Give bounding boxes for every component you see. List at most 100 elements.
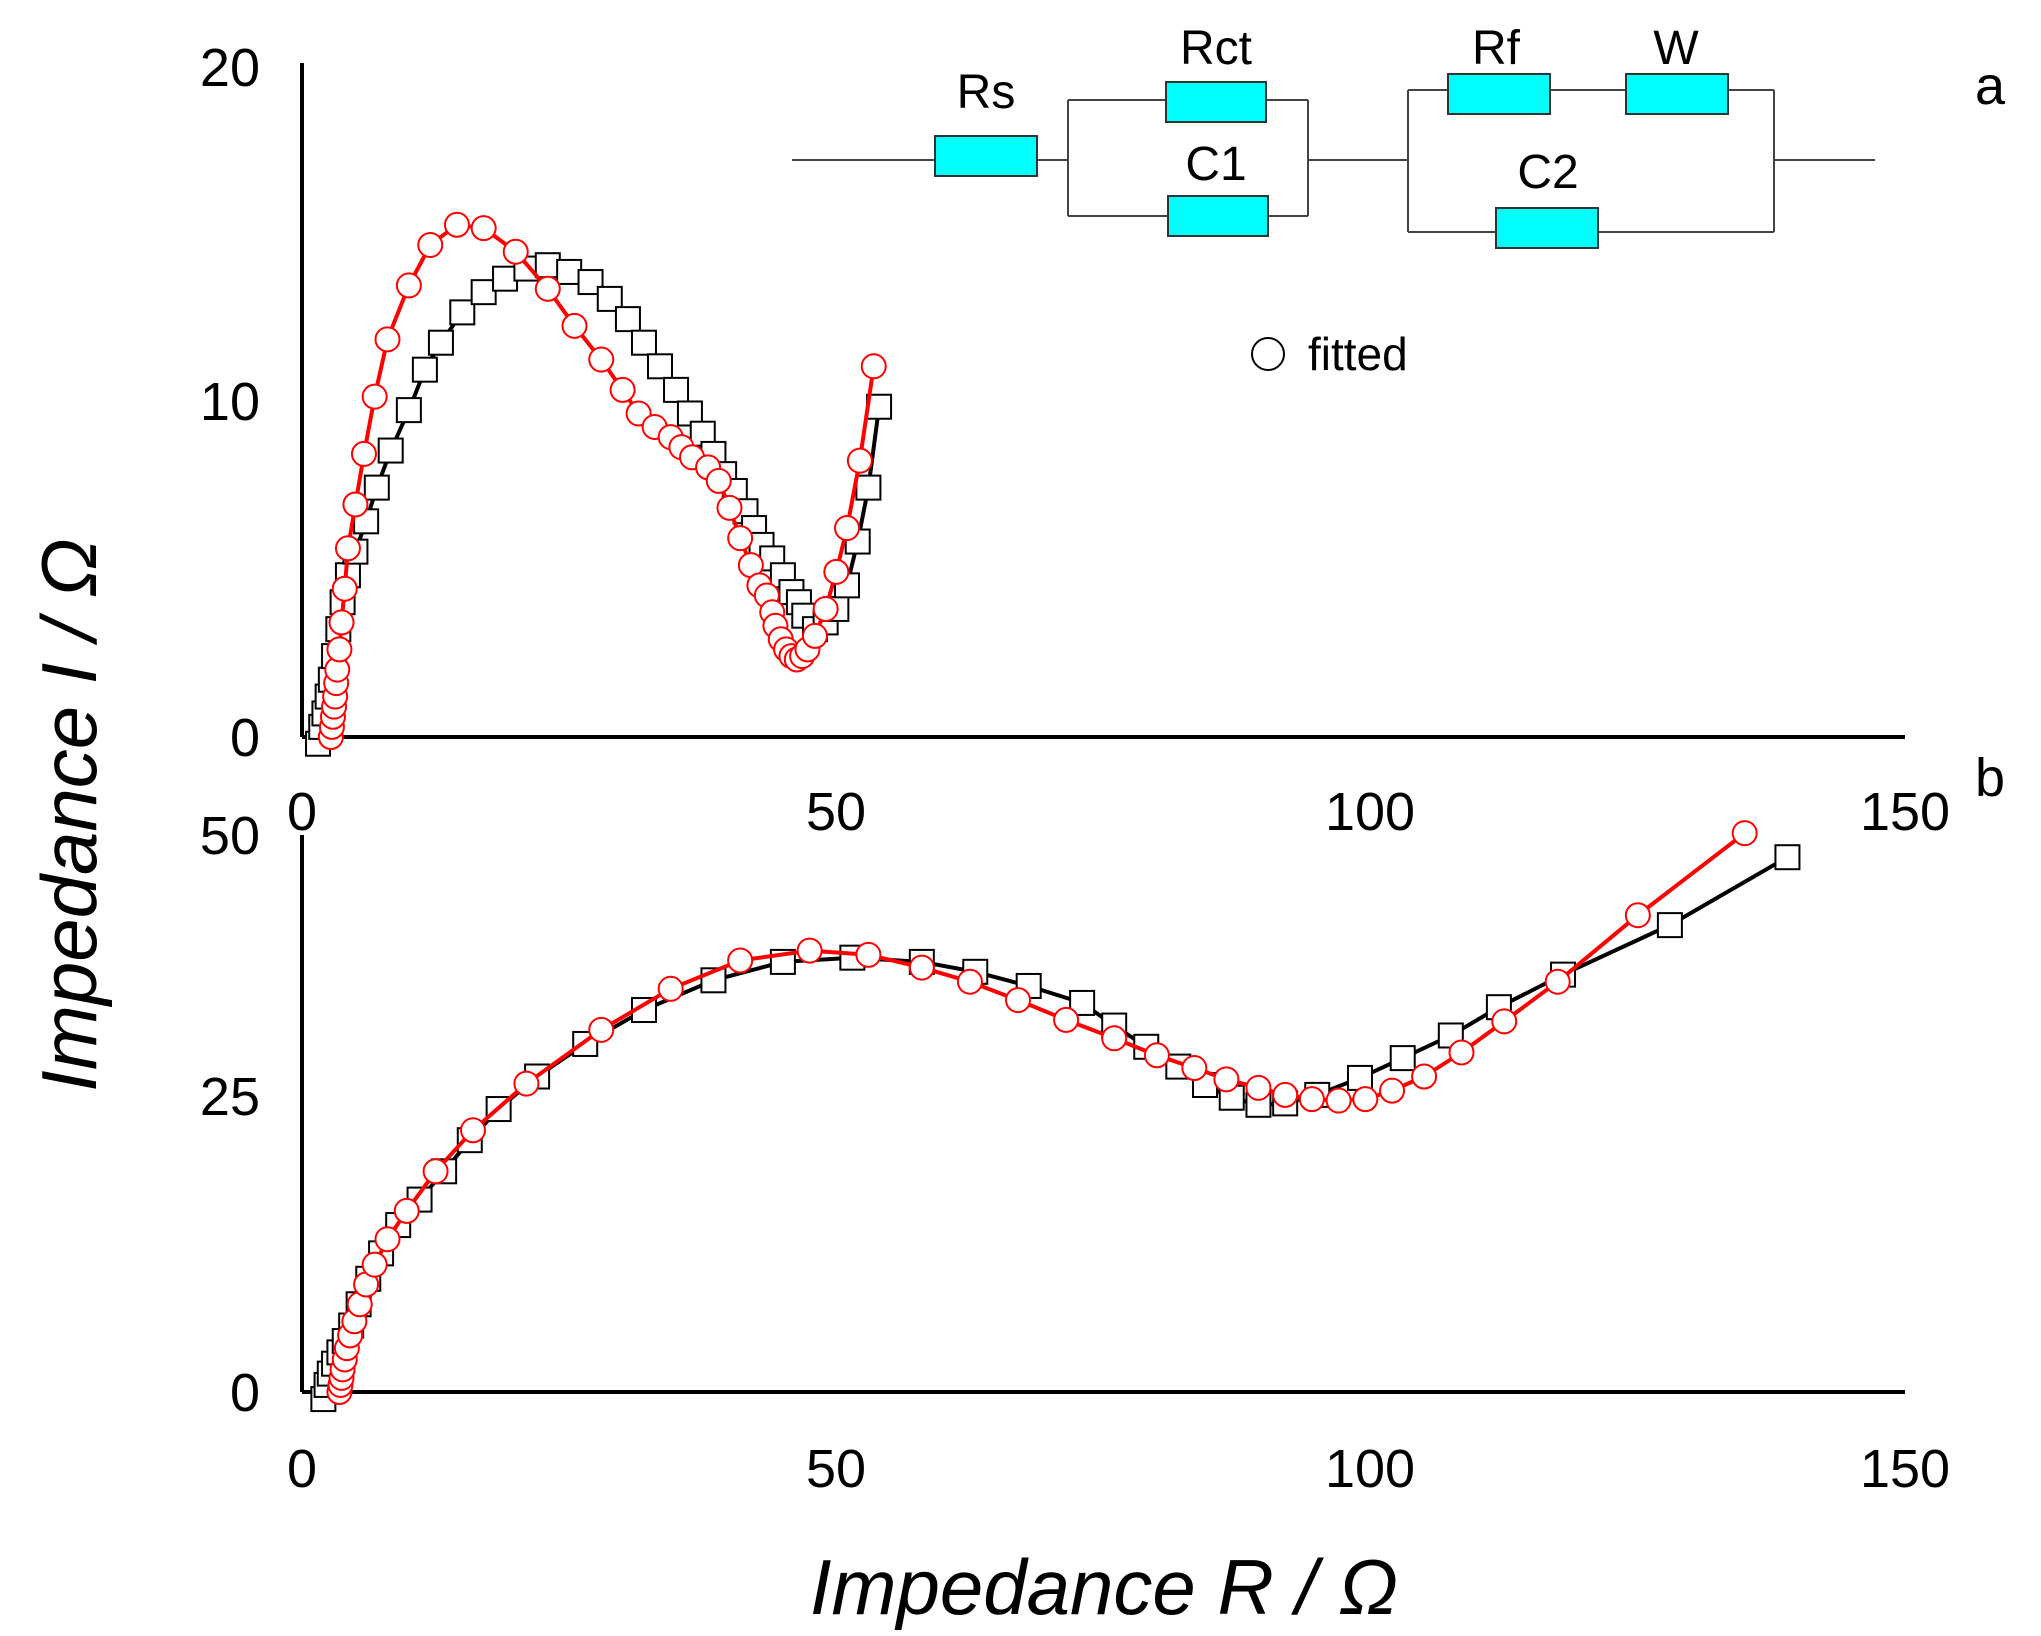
point-fitted-20 <box>855 941 882 968</box>
panel-a-y-tick-10: 10 <box>200 372 260 432</box>
point-fitted-13 <box>361 383 388 410</box>
label-rf: Rf <box>1472 22 1521 75</box>
point-fitted-19 <box>502 238 529 265</box>
panel-b-x-tick-150: 150 <box>1860 1439 1950 1499</box>
point-fitted-32 <box>727 525 754 552</box>
point-fitted-32 <box>1325 1087 1352 1114</box>
point-fitted-25 <box>1101 1025 1128 1052</box>
point-fitted-36 <box>1448 1039 1475 1066</box>
resistor-rf <box>1447 73 1551 115</box>
point-fitted-33 <box>1352 1086 1379 1113</box>
label-c1: C1 <box>1185 138 1246 191</box>
point-measured-14 <box>411 356 438 383</box>
point-fitted-23 <box>609 376 636 403</box>
point-fitted-20 <box>534 275 561 302</box>
point-measured-26 <box>647 353 674 380</box>
point-measured-27 <box>663 376 690 403</box>
point-fitted-37 <box>1491 1008 1518 1035</box>
point-fitted-39 <box>1624 902 1651 929</box>
point-measured-16 <box>449 299 476 326</box>
point-fitted-46 <box>823 558 850 585</box>
point-fitted-27 <box>1181 1055 1208 1082</box>
series-line-measured <box>321 855 1789 1400</box>
point-fitted-47 <box>834 515 861 542</box>
panel-b-y-tick-25: 25 <box>200 1067 260 1127</box>
panel-a-y-tick-0: 0 <box>230 708 260 768</box>
resistor-rs <box>934 135 1038 177</box>
point-fitted-40 <box>1731 820 1758 847</box>
point-fitted-48 <box>846 447 873 474</box>
point-fitted-15 <box>513 1070 540 1097</box>
point-fitted-7 <box>326 636 353 663</box>
panel-a-y-tick-20: 20 <box>200 38 260 98</box>
resistor-rct <box>1165 81 1267 123</box>
legend-fitted: fitted <box>1308 328 1408 380</box>
point-fitted-19 <box>796 937 823 964</box>
point-fitted-13 <box>422 1158 449 1185</box>
panel-b-y-tick-50: 50 <box>200 806 260 866</box>
point-fitted-10 <box>334 535 361 562</box>
legend-circle-marker <box>1251 337 1285 371</box>
panel-b-label: b <box>1975 748 2005 808</box>
series-line-fitted <box>337 831 1746 1393</box>
point-fitted-30 <box>1272 1081 1299 1108</box>
panel-b-x-tick-50: 50 <box>806 1439 866 1499</box>
point-fitted-18 <box>470 215 497 242</box>
warburg-w <box>1625 73 1729 115</box>
panel-a-label: a <box>1975 56 2006 116</box>
x-axis-label: Impedance R / Ω <box>810 1543 1398 1631</box>
point-fitted-16 <box>588 1016 615 1043</box>
point-fitted-35 <box>1411 1063 1438 1090</box>
point-fitted-14 <box>374 326 401 353</box>
point-fitted-17 <box>443 211 470 238</box>
point-fitted-11 <box>374 1226 401 1253</box>
point-fitted-21 <box>908 954 935 981</box>
point-fitted-10 <box>361 1251 388 1278</box>
label-w: W <box>1653 22 1699 75</box>
point-fitted-12 <box>393 1197 420 1224</box>
point-measured-34 <box>1389 1045 1416 1072</box>
point-fitted-8 <box>328 609 355 636</box>
point-fitted-17 <box>657 975 684 1002</box>
panel-a: 0 10 20 0 50 100 150 a <box>200 22 2006 842</box>
panel-b-series <box>310 820 1801 1413</box>
label-c2: C2 <box>1517 146 1578 199</box>
point-fitted-28 <box>1213 1066 1240 1093</box>
panel-a-x-tick-100: 100 <box>1325 782 1415 842</box>
panel-b-x-tick-0: 0 <box>287 1439 317 1499</box>
point-fitted-23 <box>1005 987 1032 1014</box>
point-measured-18 <box>492 265 519 292</box>
point-measured-24 <box>614 306 641 333</box>
point-fitted-22 <box>588 346 615 373</box>
capacitor-c1 <box>1167 195 1269 237</box>
point-measured-38 <box>1656 912 1683 939</box>
capacitor-c2 <box>1495 207 1599 249</box>
point-fitted-44 <box>801 622 828 649</box>
equivalent-circuit <box>792 89 1875 233</box>
panel-a-x-tick-50: 50 <box>806 782 866 842</box>
panel-a-x-tick-0: 0 <box>287 782 317 842</box>
point-fitted-38 <box>1544 968 1571 995</box>
point-fitted-45 <box>812 595 839 622</box>
point-fitted-49 <box>860 353 887 380</box>
y-axis-label: Impedance I / Ω <box>25 538 113 1092</box>
point-measured-46 <box>855 474 882 501</box>
panel-b-y-tick-0: 0 <box>230 1363 260 1423</box>
point-fitted-22 <box>956 968 983 995</box>
panel-b-x-tick-100: 100 <box>1325 1439 1415 1499</box>
point-fitted-31 <box>716 494 743 521</box>
panel-a-x-tick-150: 150 <box>1860 782 1950 842</box>
point-fitted-34 <box>1379 1077 1406 1104</box>
point-fitted-12 <box>350 440 377 467</box>
point-fitted-30 <box>705 467 732 494</box>
point-fitted-14 <box>459 1117 486 1144</box>
point-fitted-31 <box>1298 1086 1325 1113</box>
point-measured-17 <box>470 279 497 306</box>
point-measured-33 <box>1346 1064 1373 1091</box>
panel-a-series <box>305 211 893 757</box>
circuit-elements <box>934 73 1729 249</box>
point-fitted-18 <box>727 947 754 974</box>
point-fitted-9 <box>331 575 358 602</box>
point-measured-11 <box>363 474 390 501</box>
